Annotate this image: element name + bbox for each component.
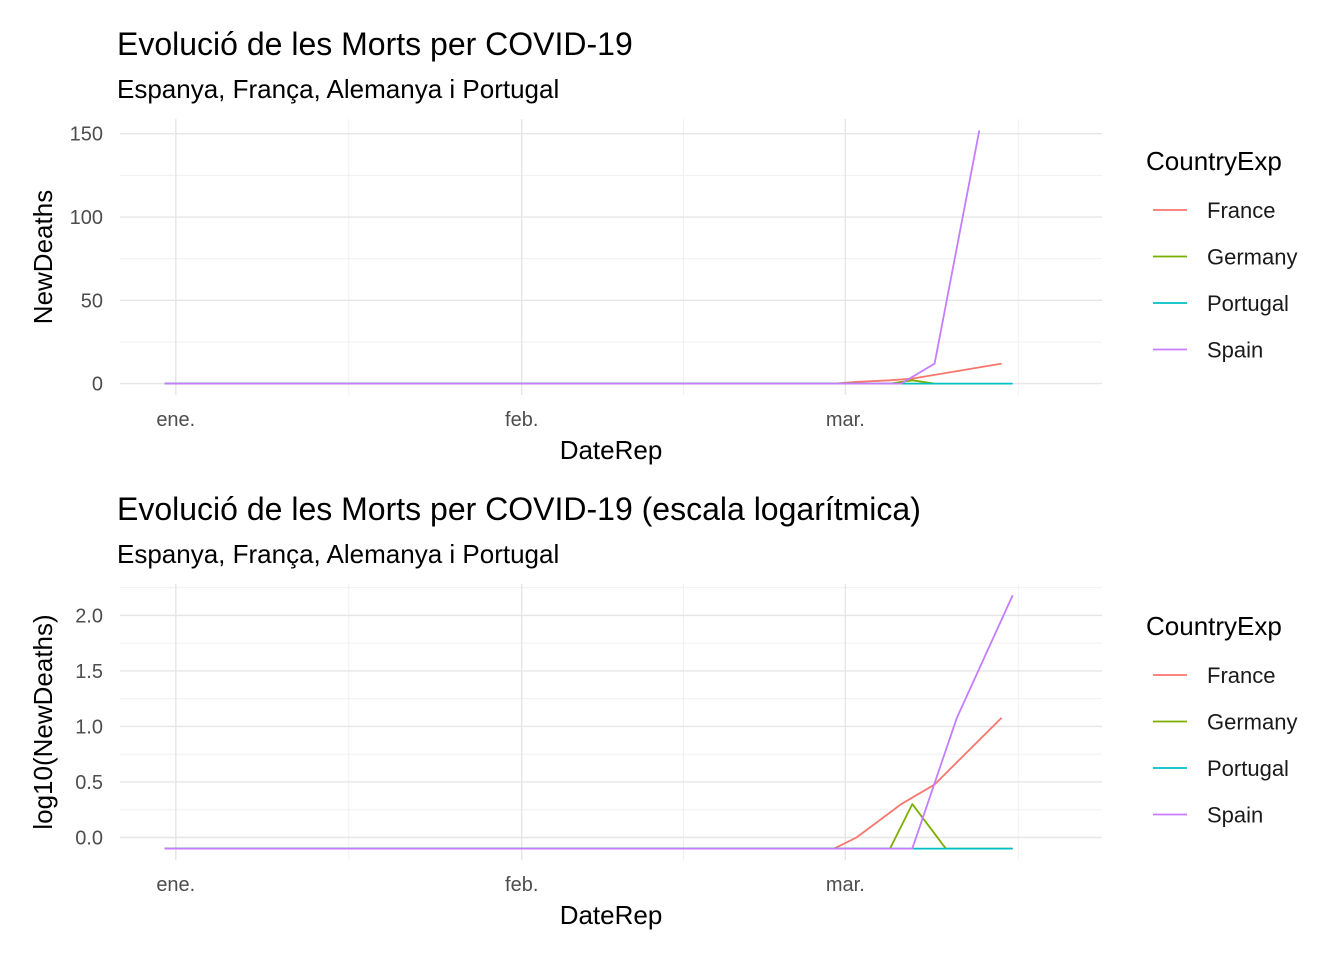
- y-tick-label: 150: [70, 124, 103, 146]
- chart-plot: 0.0 0.5 1.0 1.5 2.0 ene. feb. mar. DateRep log10(…: [28, 584, 1297, 930]
- x-tick-label: feb.: [505, 409, 538, 431]
- y-tick-label: 100: [70, 207, 103, 229]
- y-tick-label: 1.0: [75, 716, 103, 738]
- x-tick-label: ene.: [156, 409, 195, 431]
- chart-subtitle: Espanya, França, Alemanya i Portugal: [117, 539, 560, 569]
- chart-panel-linear: Evolució de les Morts per COVID-19 Espan…: [0, 0, 1344, 465]
- legend-label: Portugal: [1207, 756, 1289, 781]
- x-axis-title: DateRep: [560, 435, 663, 465]
- y-axis-title: NewDeaths: [28, 190, 58, 324]
- y-tick-label: 0.5: [75, 772, 103, 794]
- legend-label: France: [1207, 663, 1275, 688]
- legend-label: Spain: [1207, 803, 1263, 828]
- chart-subtitle: Espanya, França, Alemanya i Portugal: [117, 74, 560, 104]
- x-tick-label: ene.: [156, 874, 195, 896]
- y-tick-label: 0: [92, 374, 103, 396]
- legend-title: CountryExp: [1146, 146, 1282, 176]
- chart-title: Evolució de les Morts per COVID-19 (esca…: [117, 491, 921, 527]
- chart-title: Evolució de les Morts per COVID-19: [117, 26, 633, 62]
- series-line-spain: [164, 594, 1014, 850]
- series-line-france: [164, 717, 1003, 850]
- legend-title: CountryExp: [1146, 611, 1282, 641]
- legend-label: Portugal: [1207, 291, 1289, 316]
- legend-label: France: [1207, 198, 1275, 223]
- chart-plot: 0 50 100 150 ene. feb. mar. DateRep NewDeaths Cou…: [28, 119, 1297, 465]
- legend-label: Germany: [1207, 710, 1297, 735]
- y-axis-title: log10(NewDeaths): [28, 614, 58, 829]
- chart-panel-log: Evolució de les Morts per COVID-19 (esca…: [0, 465, 1344, 930]
- legend-label: Spain: [1207, 338, 1263, 363]
- legend-label: Germany: [1207, 245, 1297, 270]
- y-tick-label: 2.0: [75, 605, 103, 627]
- y-tick-label: 50: [81, 290, 103, 312]
- series-line-germany: [164, 803, 1013, 850]
- x-tick-label: mar.: [826, 874, 865, 896]
- series-line-spain: [164, 130, 981, 385]
- series-line-france: [164, 362, 1002, 385]
- y-tick-label: 1.5: [75, 661, 103, 683]
- y-tick-label: 0.0: [75, 827, 103, 849]
- x-tick-label: feb.: [505, 874, 538, 896]
- x-axis-title: DateRep: [560, 900, 663, 930]
- x-tick-label: mar.: [826, 409, 865, 431]
